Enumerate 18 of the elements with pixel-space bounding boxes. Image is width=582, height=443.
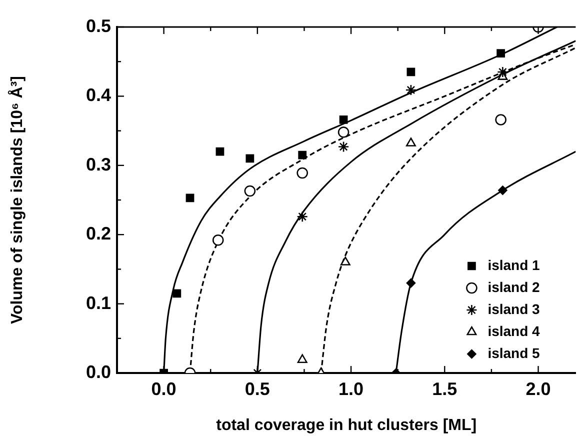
x-tick-label: 1.0: [338, 378, 364, 399]
y-tick-label: 0.3: [86, 154, 111, 174]
y-tick-label: 0.2: [86, 224, 111, 244]
y-tick-label: 0.0: [86, 362, 111, 382]
y-tick-label: 0.1: [86, 292, 111, 313]
legend-label: island 4: [488, 322, 540, 339]
x-tick-label: 0.0: [151, 378, 176, 399]
legend-label: island 2: [488, 278, 540, 295]
x-tick-label: 0.5: [244, 378, 270, 399]
legend-label: island 5: [488, 344, 540, 361]
y-tick-label: 0.4: [86, 85, 111, 106]
y-tick-label: 0.5: [86, 16, 111, 36]
x-tick-label: 1.5: [432, 378, 458, 399]
y-axis-title: Volume of single islands [10⁶ Å³]: [7, 76, 26, 324]
x-tick-label: 2.0: [526, 378, 551, 399]
legend-label: island 3: [488, 300, 540, 317]
x-axis-title: total coverage in hut clusters [ML]: [216, 416, 477, 434]
legend-label: island 1: [488, 256, 540, 273]
